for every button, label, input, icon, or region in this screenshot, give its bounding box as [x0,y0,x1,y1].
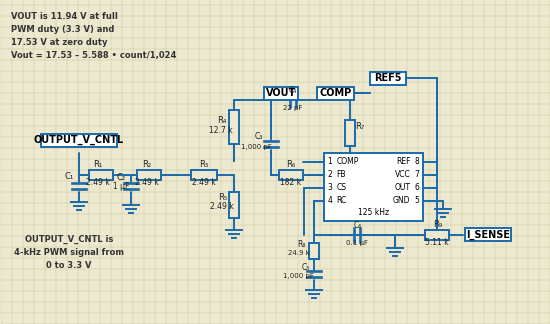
Text: R₂: R₂ [142,160,151,169]
Text: R₅: R₅ [218,193,227,202]
Bar [370,72,406,85]
Bar [345,120,355,146]
Text: OUTPUT_V_CNTL is
4-kHz PWM signal from
0 to 3.3 V: OUTPUT_V_CNTL is 4-kHz PWM signal from 0… [14,235,124,270]
Bar [229,110,239,144]
Text: 4: 4 [327,196,332,205]
Text: CS: CS [337,183,346,192]
Text: 182 k: 182 k [280,179,301,188]
Bar [465,228,511,241]
Text: 1 μF: 1 μF [113,182,129,191]
Text: 3: 3 [327,183,332,192]
Text: I_SENSE: I_SENSE [466,230,510,240]
Bar [323,153,424,221]
Text: VOUT is 11.94 V at full
PWM duty (3.3 V) and
17.53 V at zero duty
Vout = 17.53 –: VOUT is 11.94 V at full PWM duty (3.3 V)… [11,12,177,60]
Text: 5: 5 [415,196,419,205]
Text: REF: REF [396,157,410,167]
Text: C₆: C₆ [353,221,362,230]
Bar [89,170,113,180]
Text: 24.9 k: 24.9 k [288,250,310,256]
Text: C₁: C₁ [64,172,74,181]
Text: R₈: R₈ [298,240,306,249]
Text: 2: 2 [327,170,332,179]
Text: 2.49 k: 2.49 k [86,179,110,188]
Text: C₂: C₂ [117,173,125,182]
Text: 2.49 k: 2.49 k [192,179,216,188]
Text: C₅: C₅ [301,263,310,272]
Text: 12.7 k: 12.7 k [209,126,233,134]
Text: 6: 6 [415,183,419,192]
Text: GND: GND [393,196,410,205]
Text: COMP: COMP [320,88,351,98]
Bar [229,192,239,218]
Bar [309,243,318,259]
Text: OUTPUT_V_CNTL: OUTPUT_V_CNTL [34,135,124,145]
Bar [279,170,303,180]
Text: 1,000 pF: 1,000 pF [241,144,272,150]
Text: RC: RC [337,196,346,205]
Text: OUT: OUT [394,183,410,192]
Text: 8: 8 [415,157,419,167]
Text: R₆: R₆ [286,160,295,169]
Text: C₄: C₄ [288,86,296,95]
Text: R₄: R₄ [217,116,227,125]
Text: FB: FB [337,170,346,179]
Text: C₃: C₃ [255,132,263,141]
Bar [41,133,117,146]
Text: 2.49 k: 2.49 k [210,202,234,211]
Text: 1,000 pF: 1,000 pF [283,273,314,279]
Text: R₉: R₉ [433,220,442,229]
Bar [263,87,298,100]
Text: R₁: R₁ [94,160,103,169]
Bar [191,170,217,180]
Bar [317,87,354,100]
Bar [137,170,161,180]
Text: 7: 7 [415,170,419,179]
Text: 1: 1 [327,157,332,167]
Text: 22 pF: 22 pF [283,105,302,111]
Text: COMP: COMP [337,157,359,167]
Bar [425,230,449,240]
Text: REF5: REF5 [375,73,402,83]
Text: 125 kHz: 125 kHz [358,208,389,217]
Text: R₃: R₃ [199,160,208,169]
Text: VOUT: VOUT [266,88,296,98]
Text: VCC: VCC [394,170,410,179]
Text: 2.49 k: 2.49 k [135,179,159,188]
Text: 0.1 μF: 0.1 μF [346,240,368,246]
Text: 5.11 k: 5.11 k [426,238,449,247]
Text: R₇: R₇ [355,122,364,131]
